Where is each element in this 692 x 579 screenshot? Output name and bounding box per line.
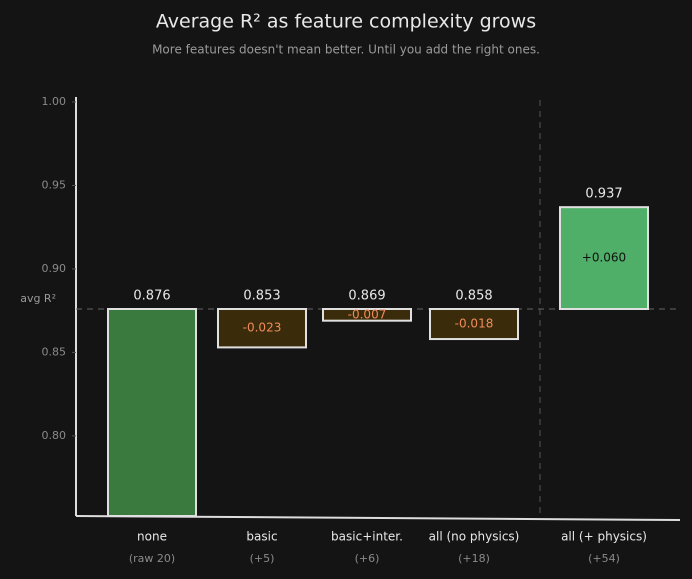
bar	[322, 308, 412, 322]
y-tick-label: 0.85	[42, 345, 67, 358]
x-tick-sublabel: (+54)	[588, 552, 620, 565]
chart-subtitle: More features doesn't mean better. Until…	[152, 43, 540, 57]
delta-label: -0.023	[243, 321, 282, 335]
delta-label: -0.007	[348, 307, 387, 321]
y-tick-label: 0.80	[42, 429, 67, 442]
value-label: 0.937	[585, 187, 622, 202]
x-tick-sublabel: (+18)	[458, 552, 490, 565]
y-tick-label: 1.00	[42, 95, 67, 108]
value-label: 0.858	[455, 289, 492, 304]
bar	[429, 308, 519, 341]
delta-label: -0.018	[455, 317, 494, 331]
x-tick-sublabel: (+6)	[355, 552, 380, 565]
value-label: 0.876	[133, 289, 170, 304]
x-tick-sublabel: (raw 20)	[129, 552, 175, 565]
value-label: 0.869	[348, 289, 385, 304]
x-tick-label: all (no physics)	[429, 530, 520, 544]
bar	[107, 308, 197, 517]
bar	[217, 308, 307, 349]
chart-title: Average R² as feature complexity grows	[156, 11, 536, 33]
x-tick-label: basic+inter.	[331, 530, 403, 544]
x-tick-label: basic	[246, 530, 277, 544]
x-tick-label: none	[137, 530, 167, 544]
baseline-label: avg R²	[20, 292, 56, 305]
value-label: 0.853	[243, 289, 280, 304]
x-tick-label: all (+ physics)	[561, 530, 647, 544]
bar	[559, 206, 649, 310]
delta-label: +0.060	[582, 251, 626, 265]
y-tick-label: 0.95	[42, 178, 67, 191]
y-tick-label: 0.90	[42, 262, 67, 275]
x-tick-sublabel: (+5)	[250, 552, 275, 565]
